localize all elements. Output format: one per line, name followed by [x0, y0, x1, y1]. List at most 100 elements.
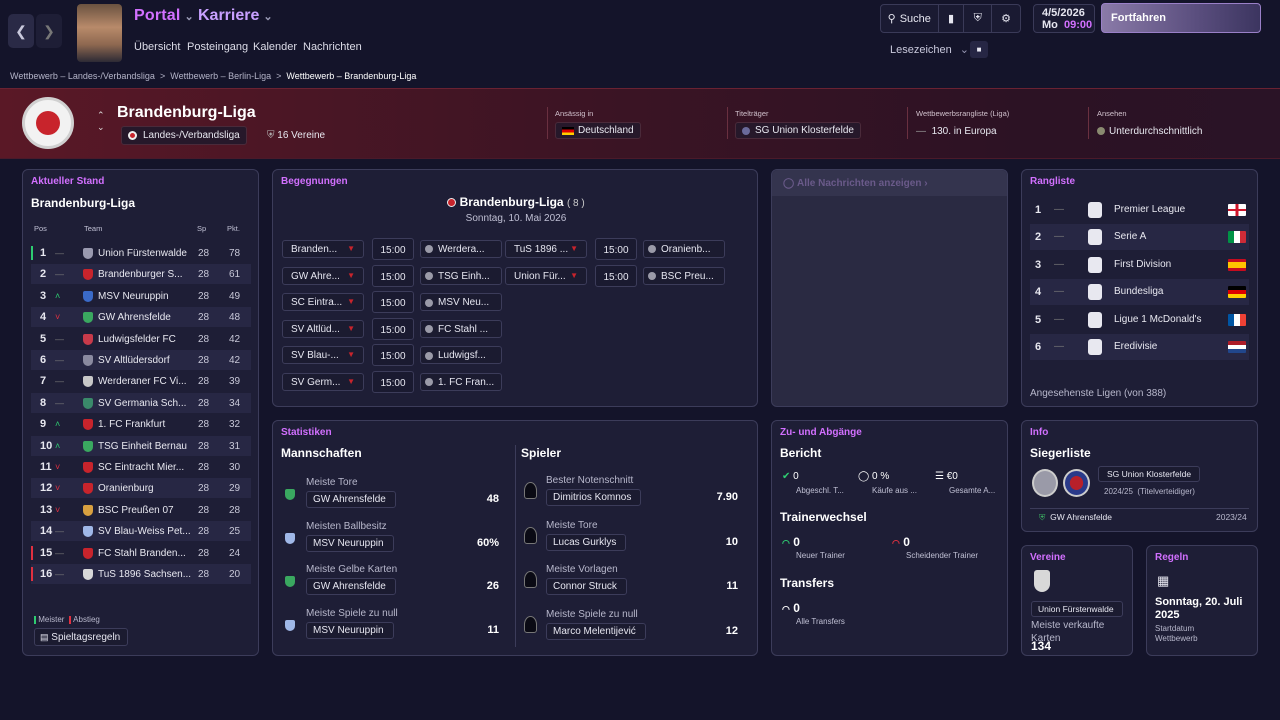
chat-button[interactable]: ■ — [970, 41, 988, 58]
fixture-home[interactable]: Union Für... ▼ — [505, 266, 587, 285]
table-row[interactable]: 5 — Ludwigsfelder FC 28 42 — [31, 329, 251, 349]
fixture-away[interactable]: Oranienb... — [643, 240, 725, 258]
bookmarks-dropdown[interactable]: Lesezeichen ⌄ — [890, 43, 969, 56]
breadcrumb-item[interactable]: Wettbewerb – Landes-/Verbandsliga — [10, 71, 155, 81]
table-row[interactable]: 6 — SV Altlüdersdorf 28 42 — [31, 350, 251, 370]
table-row[interactable]: 4 ˅ GW Ahrensfelde 28 48 — [31, 307, 251, 328]
col-pos[interactable]: Pos — [34, 224, 47, 233]
manager-avatar[interactable] — [77, 4, 122, 62]
col-team[interactable]: Team — [84, 224, 103, 233]
table-row[interactable]: 14— SV Blau-Weiss Pet... 28 25 — [31, 521, 251, 542]
all-news-link[interactable]: ◯ Alle Nachrichten anzeigen › — [783, 178, 928, 189]
table-row[interactable]: 13 ˅ BSC Preußen 07 28 28 — [31, 500, 251, 520]
team-link[interactable]: MSV Neuruppin — [306, 534, 394, 552]
fixture-away[interactable]: BSC Preu... — [643, 266, 725, 285]
holder-club-link[interactable]: SG Union Klosterfelde — [1098, 466, 1201, 482]
fixture-away[interactable]: FC Stahl ... — [420, 319, 502, 338]
fixture-time[interactable]: 15:00 — [372, 371, 414, 393]
ranking-row[interactable]: 2 — Serie A — [1030, 224, 1249, 251]
fixtures-title[interactable]: Begegnungen — [281, 176, 348, 187]
table-row[interactable]: 12 ˅ Oranienburg 28 29 — [31, 478, 251, 499]
fixture-home[interactable]: SV Germ... ▼ — [282, 373, 364, 391]
switch-competition[interactable]: ⌃ ⌄ — [97, 109, 105, 133]
statistics-title[interactable]: Statistiken — [281, 427, 332, 438]
fixture-time[interactable]: 15:00 — [595, 238, 637, 260]
fixture-time[interactable]: 15:00 — [372, 291, 414, 314]
club-badge-icon — [742, 126, 750, 135]
team-link[interactable]: GW Ahrensfelde — [306, 491, 396, 508]
fixture-away[interactable]: TSG Einh... — [420, 266, 502, 285]
fixture-time[interactable]: 15:00 — [372, 238, 414, 260]
team-link[interactable]: MSV Neuruppin — [306, 621, 394, 639]
fixture-home[interactable]: SC Eintra... ▼ — [282, 293, 364, 312]
based-country[interactable]: Deutschland — [555, 122, 641, 139]
chevron-down-icon: ⌄ — [97, 122, 105, 132]
ranking-row[interactable]: 1 — Premier League — [1030, 197, 1249, 223]
date-display[interactable]: 4/5/2026 Mo 09:00 — [1033, 4, 1095, 33]
table-row[interactable]: 7 — Werderaner FC Vi... 28 39 — [31, 371, 251, 391]
info-title[interactable]: Info — [1030, 427, 1049, 438]
team-link[interactable]: GW Ahrensfelde — [306, 578, 396, 596]
fixture-home[interactable]: SV Altlüd... ▼ — [282, 319, 364, 338]
all-transfers[interactable]: ◠ 0 — [782, 601, 800, 615]
table-row[interactable]: 3 ˄ MSV Neuruppin 28 49 — [31, 286, 251, 306]
player-link[interactable]: Connor Struck — [546, 578, 627, 596]
transfers-title[interactable]: Zu- und Abgänge — [780, 427, 862, 438]
league-level[interactable]: Landes-/Verbandsliga — [121, 126, 247, 145]
nav-uebersicht[interactable]: Übersicht — [134, 41, 181, 53]
league-logo-icon — [1088, 229, 1102, 246]
table-row[interactable]: 11 ˅ SC Eintracht Mier... 28 30 — [31, 457, 251, 477]
back-button[interactable]: ❮ — [8, 14, 34, 48]
nav-posteingang[interactable]: Posteingang — [187, 41, 249, 53]
table-row[interactable]: 9 ˄ 1. FC Frankfurt 28 32 — [31, 414, 251, 434]
table-row[interactable]: 16— TuS 1896 Sachsen... 28 20 — [31, 564, 251, 584]
standings-title[interactable]: Aktueller Stand — [31, 176, 105, 187]
breadcrumb-item[interactable]: Wettbewerb – Berlin-Liga — [170, 71, 272, 81]
matchday-rules-button[interactable]: ▤ Spieltagsregeln — [34, 628, 129, 646]
search-button[interactable]: ⚲ Suche — [881, 5, 939, 32]
player-link[interactable]: Dimitrios Komnos — [546, 489, 642, 506]
ranking-title[interactable]: Rangliste — [1030, 176, 1076, 187]
ranking-row[interactable]: 4 — Bundesliga — [1030, 279, 1249, 306]
fixture-time[interactable]: 15:00 — [372, 344, 414, 367]
col-points[interactable]: Pkt. — [227, 224, 240, 233]
karriere-menu[interactable]: Karriere ⌄ — [198, 7, 273, 25]
fixture-away[interactable]: MSV Neu... — [420, 293, 502, 312]
team-count: ⛨ 16 Vereine — [267, 130, 325, 141]
club-link[interactable]: Union Fürstenwalde — [1031, 601, 1123, 617]
col-played[interactable]: Sp — [197, 224, 207, 233]
bookmark-button[interactable]: ▮ — [939, 5, 965, 32]
continue-button[interactable]: Fortfahren — [1101, 3, 1261, 33]
table-row[interactable]: 8 — SV Germania Sch... 28 34 — [31, 392, 251, 413]
fixture-home[interactable]: SV Blau-... ▼ — [282, 346, 364, 365]
fixture-home[interactable]: TuS 1896 ... ▼ — [505, 240, 587, 258]
rules-title[interactable]: Regeln — [1155, 552, 1189, 563]
fixture-time[interactable]: 15:00 — [372, 264, 414, 287]
fixture-away[interactable]: Ludwigsf... — [420, 346, 502, 365]
table-row[interactable]: 1 — Union Fürstenwalde 28 78 — [31, 243, 251, 263]
player-link[interactable]: Lucas Gurklys — [546, 533, 627, 551]
settings-button[interactable]: ⚙ — [992, 5, 1020, 32]
fixture-away[interactable]: 1. FC Fran... — [420, 373, 502, 391]
nav-nachrichten[interactable]: Nachrichten — [303, 41, 362, 53]
forward-button[interactable]: ❯ — [36, 14, 62, 48]
nav-kalender[interactable]: Kalender — [253, 41, 298, 53]
table-row[interactable]: 2 — Brandenburger S... 28 61 — [31, 264, 251, 285]
fixture-time[interactable]: 15:00 — [372, 317, 414, 340]
ranking-row[interactable]: 5 — Ligue 1 McDonald's — [1030, 307, 1249, 333]
stat-label: Meiste Vorlagen — [546, 564, 618, 576]
player-link[interactable]: Marco Melentijević — [546, 622, 646, 640]
previous-winner[interactable]: ⛨ GW Ahrensfelde — [1039, 512, 1112, 523]
portal-menu[interactable]: Portal ⌄ — [134, 7, 194, 25]
fixture-home[interactable]: GW Ahre... ▼ — [282, 266, 364, 285]
fixture-away[interactable]: Werdera... — [420, 240, 502, 258]
table-row[interactable]: 15— FC Stahl Branden... 28 24 — [31, 543, 251, 563]
clubs-title[interactable]: Vereine — [1030, 552, 1066, 563]
title-holder[interactable]: SG Union Klosterfelde — [735, 122, 861, 139]
ranking-row[interactable]: 6 — Eredivisie — [1030, 334, 1249, 360]
club-button[interactable]: ⛨ — [964, 5, 993, 32]
table-row[interactable]: 10 ˄ TSG Einheit Bernau 28 31 — [31, 435, 251, 456]
ranking-row[interactable]: 3 — First Division — [1030, 252, 1249, 278]
fixture-home[interactable]: Branden... ▼ — [282, 240, 364, 258]
fixture-time[interactable]: 15:00 — [595, 264, 637, 287]
